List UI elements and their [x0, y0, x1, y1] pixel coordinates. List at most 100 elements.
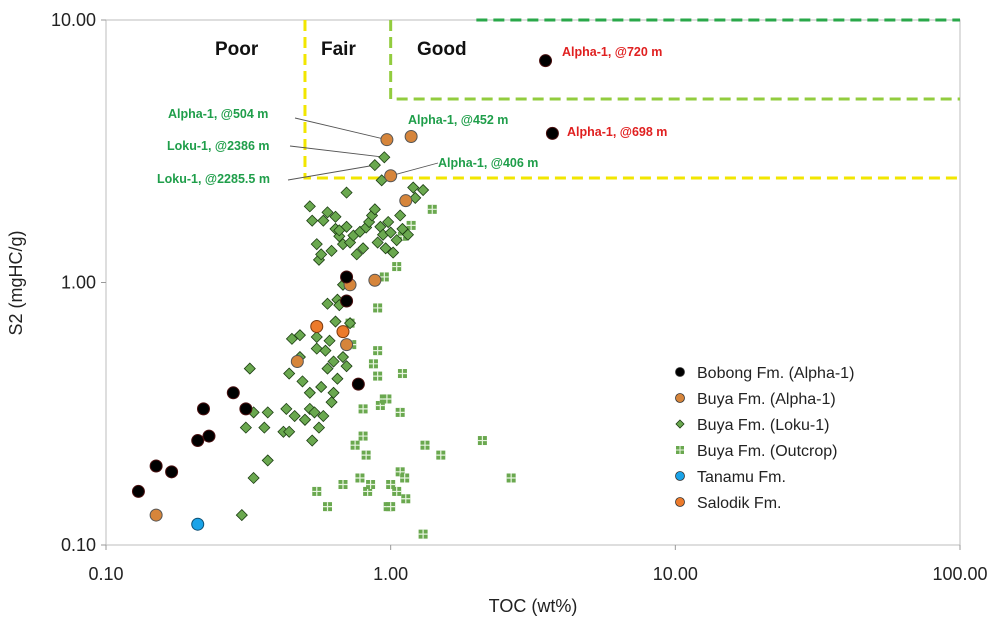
- data-point: [315, 380, 328, 394]
- legend-swatch: [675, 367, 685, 377]
- data-point: [406, 220, 416, 230]
- data-point: [288, 409, 301, 423]
- data-point: [283, 425, 296, 438]
- zone-label-fair: Fair: [321, 39, 356, 60]
- data-point: [239, 402, 253, 416]
- data-point: [350, 440, 360, 450]
- x-tick-label: 0.10: [88, 564, 123, 584]
- annotation-label: Loku-1, @2386 m: [167, 139, 270, 153]
- data-point: [303, 200, 316, 213]
- plus-square-cross: [323, 502, 333, 512]
- plus-square-cross: [477, 436, 487, 446]
- data-point: [340, 338, 354, 352]
- plus-square-cross: [397, 369, 407, 379]
- data-point: [355, 473, 365, 483]
- data-point: [317, 214, 330, 227]
- y-tick-label: 1.00: [61, 273, 96, 293]
- x-tick-label: 1.00: [373, 564, 408, 584]
- data-point: [545, 126, 559, 140]
- data-point: [407, 181, 420, 194]
- data-point: [417, 183, 430, 197]
- annotation-label: Alpha-1, @698 m: [567, 125, 667, 139]
- data-point: [392, 486, 402, 496]
- x-axis: 0.10 1.00 10.00 100.00: [88, 545, 988, 584]
- data-point: [373, 371, 383, 381]
- data-point: [310, 319, 324, 333]
- plus-square-cross: [406, 220, 416, 230]
- data-point: [131, 484, 145, 498]
- data-point: [387, 246, 400, 259]
- annotation-leaders: [287, 117, 439, 181]
- plus-square-cross: [386, 502, 396, 512]
- data-point: [382, 215, 395, 229]
- plus-square-cross: [366, 480, 376, 490]
- data-point: [315, 248, 328, 261]
- annotation-label: Alpha-1, @720 m: [562, 45, 662, 59]
- plus-square-cross: [358, 431, 368, 441]
- plus-square-cross: [373, 346, 383, 356]
- data-point: [290, 355, 304, 369]
- legend-label: Bobong Fm. (Alpha-1): [697, 365, 854, 382]
- data-point: [399, 194, 413, 208]
- data-point: [373, 346, 383, 356]
- data-point: [247, 471, 260, 485]
- data-point: [357, 242, 370, 255]
- data-point: [310, 238, 323, 251]
- data-point: [308, 406, 321, 419]
- data-point: [386, 502, 396, 512]
- very-good-zone-boundary: [389, 20, 960, 101]
- plus-square-cross: [395, 407, 405, 417]
- data-point: [331, 372, 344, 385]
- data-point: [312, 486, 322, 496]
- legend-item: Salodik Fm.: [675, 495, 781, 512]
- plus-square-cross: [382, 394, 392, 404]
- legend-swatch-cross: [676, 446, 684, 454]
- data-point: [401, 228, 415, 241]
- data-point: [329, 210, 342, 223]
- data-point: [325, 396, 338, 409]
- plus-square-cross: [392, 262, 402, 272]
- data-points: [131, 54, 559, 539]
- data-point: [340, 270, 354, 284]
- y-tick-label: 0.10: [61, 535, 96, 555]
- y-axis: 0.10 1.00 10.00: [51, 10, 106, 555]
- legend-label: Salodik Fm.: [697, 495, 781, 512]
- data-point: [400, 473, 410, 483]
- data-point: [321, 206, 334, 219]
- data-point: [191, 517, 205, 531]
- data-point: [296, 375, 309, 388]
- data-point: [350, 248, 363, 261]
- legend-swatch: [675, 497, 685, 507]
- legend-item: Tanamu Fm.: [675, 469, 786, 486]
- data-point: [323, 334, 336, 347]
- y-axis-label: S2 (mgHC/g): [6, 230, 26, 335]
- data-point: [427, 204, 437, 214]
- legend: Bobong Fm. (Alpha-1) Buya Fm. (Alpha-1) Bu…: [675, 365, 854, 512]
- plus-square-cross: [400, 473, 410, 483]
- plus-square-cross: [358, 404, 368, 414]
- data-point: [149, 459, 163, 473]
- annotation-leader: [294, 117, 388, 141]
- data-point: [338, 480, 348, 490]
- data-point: [477, 436, 487, 446]
- plus-square-cross: [401, 494, 411, 504]
- data-point: [333, 224, 346, 237]
- data-point: [401, 494, 411, 504]
- annotation-label: Alpha-1, @452 m: [408, 113, 508, 127]
- data-point: [243, 362, 256, 375]
- data-point: [306, 214, 319, 227]
- data-point: [395, 407, 405, 417]
- data-point: [361, 450, 371, 460]
- legend-item: Buya Fm. (Alpha-1): [675, 391, 836, 408]
- data-point: [379, 242, 392, 255]
- y-tick-label: 10.00: [51, 10, 96, 30]
- plus-square-cross: [379, 272, 389, 282]
- legend-swatch-circle: [675, 367, 685, 377]
- data-point: [336, 350, 350, 364]
- fair-zone-boundary: [303, 20, 960, 180]
- data-point: [368, 159, 381, 172]
- zone-labels: Poor Fair Good: [215, 39, 467, 60]
- plus-square-cross: [436, 450, 446, 460]
- zone-label-good: Good: [417, 39, 467, 60]
- legend-label: Buya Fm. (Loku-1): [697, 417, 829, 434]
